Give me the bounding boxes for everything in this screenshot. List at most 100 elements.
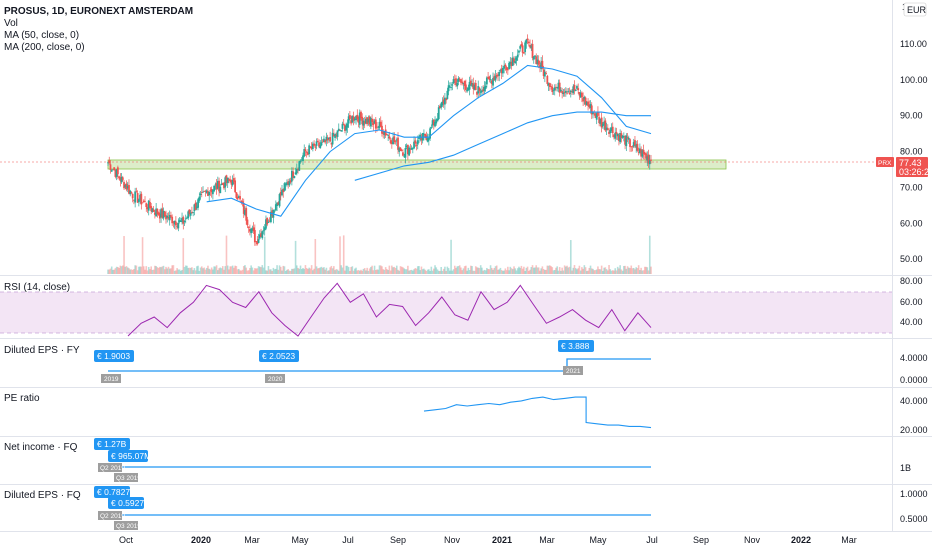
candle-body [386,134,388,136]
time-tick: Mar [841,535,857,545]
candle-body [461,81,464,84]
vol-legend[interactable]: Vol [4,18,18,29]
eps-fq-title[interactable]: Diluted EPS · FQ [4,490,81,501]
volume-bar [225,235,228,274]
candle-body [297,169,299,171]
candle-body [157,212,160,215]
candle-body [142,200,145,203]
candle-body [397,137,399,150]
time-tick: May [589,535,607,545]
price-axis[interactable]: 50.00 60.00 70.00 80.00 90.00 100.00 110.00 [900,39,928,264]
candle-body [550,86,552,87]
volume-bar [410,269,413,274]
volume-bar [578,265,581,274]
candle-body [274,204,277,211]
volume-bar [565,266,567,274]
candle-body [173,220,176,225]
volume-bar [458,265,461,274]
volume-bar [357,270,360,274]
candle-body [605,127,608,131]
candle-body [342,123,345,125]
rsi-band [0,292,892,333]
candle-body [331,132,334,145]
candle-body [478,87,481,92]
volume-bar [133,269,135,274]
candle-body [382,131,385,135]
candle-body [419,134,422,139]
volume-bar [516,268,519,274]
volume-bar [241,269,244,274]
candle-body [258,234,261,239]
candle-body [107,162,109,164]
volume-bar [623,265,625,274]
svg-text:€ 2.0523: € 2.0523 [262,351,295,361]
volume-bar [566,265,568,274]
ma200-line [354,111,651,181]
candle-body [178,220,181,222]
candle-body [498,71,501,76]
eps-fy-title[interactable]: Diluted EPS · FY [4,345,80,356]
candle-body [368,116,371,125]
candle-body [485,77,488,85]
candle-body [452,79,455,84]
candle-body [191,212,193,214]
candle-body [356,114,359,119]
volume-bar [499,267,502,274]
volume-bar [626,266,629,274]
volume-bar [365,270,367,274]
volume-bar [296,265,298,274]
volume-bar [525,267,528,274]
currency-box[interactable] [903,2,927,17]
net-income-title[interactable]: Net income · FQ [4,442,78,453]
ma200-legend[interactable]: MA (200, close, 0) [4,42,85,53]
candle-body [340,130,343,132]
volume-bar [258,266,261,274]
volume-bar [562,270,565,274]
volume-bar [508,270,510,274]
volume-bar [425,270,428,274]
volume-bar [194,270,197,274]
candle-body [590,105,593,115]
candle-body [643,153,646,155]
candle-body [110,170,113,172]
volume-bar [391,265,393,274]
volume-bar [620,269,623,274]
candle-body [160,209,162,218]
volume-bar [431,270,434,274]
candle-body [309,146,312,148]
volume-bar [488,269,491,274]
candle-body [224,177,227,188]
volume-bar [320,266,323,274]
candle-body [353,119,356,120]
volume-bar [310,265,313,274]
volume-bar [605,269,608,274]
volume-bar [470,265,472,274]
volume-bar [539,270,541,274]
candle-body [620,133,623,139]
volume-bar [289,270,292,274]
time-axis[interactable]: Oct 2020 Mar May Jul Sep Nov 2021 Mar May Jul Sep No… [119,535,857,545]
volume-bar [178,269,181,274]
candle-body [202,191,204,193]
candle-body [515,57,518,61]
volume-bar [395,265,398,274]
volume-bar [529,269,531,274]
volume-bar [315,266,318,274]
volume-bar [114,268,117,274]
candle-body [367,118,370,123]
volume-bar [358,270,361,274]
candle-body [347,116,350,124]
ma50-legend[interactable]: MA (50, close, 0) [4,30,79,41]
candle-body [366,117,369,125]
candle-body [574,90,577,91]
volume-bar [611,270,614,274]
volume-bar [118,267,120,274]
pe-title[interactable]: PE ratio [4,393,40,404]
volume-bar [281,270,283,274]
candle-body [109,164,112,170]
volume-bar [239,270,241,274]
candle-body [493,76,496,81]
net-income-period-2: Q3 2019 [114,473,141,482]
rsi-title[interactable]: RSI (14, close) [4,282,70,293]
